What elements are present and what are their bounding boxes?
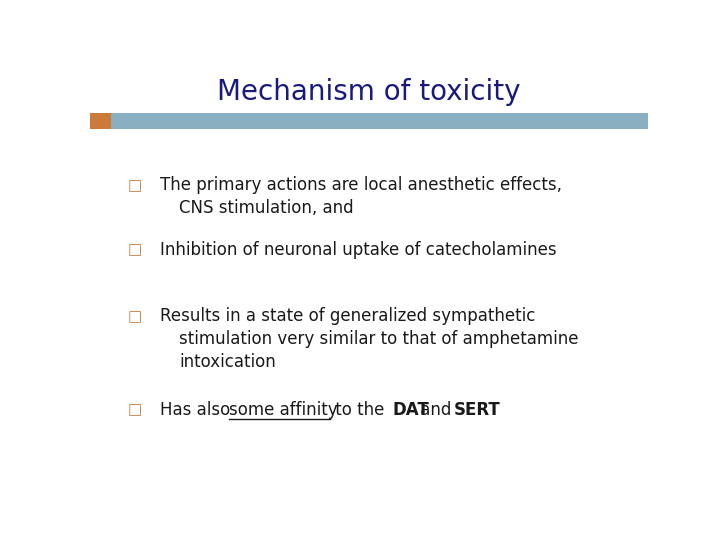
Text: □: □ xyxy=(127,309,142,324)
Text: □: □ xyxy=(127,242,142,258)
Text: Mechanism of toxicity: Mechanism of toxicity xyxy=(217,78,521,106)
Bar xyxy=(111,113,648,129)
Text: DAT: DAT xyxy=(392,401,429,419)
Text: SERT: SERT xyxy=(454,401,501,419)
Text: to the: to the xyxy=(330,401,390,419)
Bar xyxy=(90,113,111,129)
Text: CNS stimulation, and: CNS stimulation, and xyxy=(179,199,354,217)
Text: intoxication: intoxication xyxy=(179,353,276,371)
Text: Has also: Has also xyxy=(160,401,235,419)
Text: □: □ xyxy=(127,178,142,193)
Text: stimulation very similar to that of amphetamine: stimulation very similar to that of amph… xyxy=(179,330,579,348)
Text: Results in a state of generalized sympathetic: Results in a state of generalized sympat… xyxy=(160,307,535,326)
Text: and: and xyxy=(415,401,457,419)
Text: Inhibition of neuronal uptake of catecholamines: Inhibition of neuronal uptake of catecho… xyxy=(160,241,557,259)
Text: some affinity: some affinity xyxy=(230,401,338,419)
Text: The primary actions are local anesthetic effects,: The primary actions are local anesthetic… xyxy=(160,177,562,194)
Text: □: □ xyxy=(127,402,142,417)
